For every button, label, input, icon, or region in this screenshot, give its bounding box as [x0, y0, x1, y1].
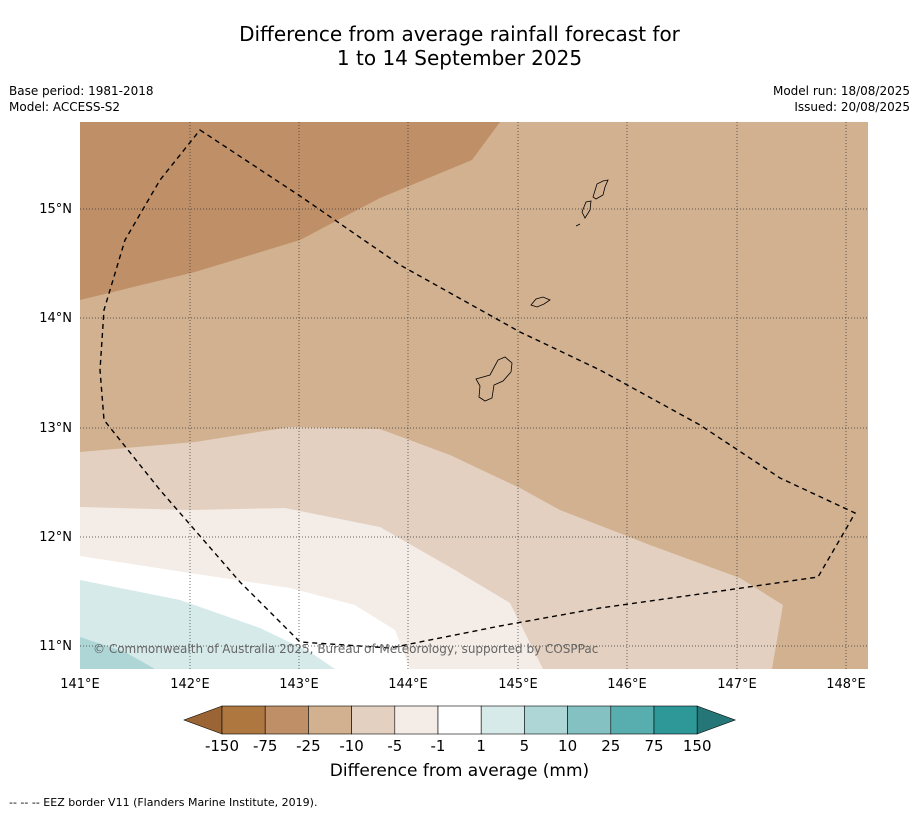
- eez-border: [99, 129, 856, 649]
- colorbar-swatch: [480, 705, 525, 735]
- lon-tick-label: 141°E: [60, 677, 100, 692]
- colorbar-tick: -10: [339, 737, 364, 755]
- colorbar-swatch: [221, 705, 266, 735]
- lat-tick-label: 12°N: [39, 530, 72, 545]
- island-rota: [530, 296, 551, 308]
- colorbar-swatch: [437, 705, 482, 735]
- colorbar-tick: -25: [296, 737, 321, 755]
- colorbar-tick: 5: [520, 737, 530, 755]
- band-minus-25-to-minus-75: [80, 122, 500, 300]
- map-area: © Commonwealth of Australia 2025, Bureau…: [80, 122, 868, 669]
- chart-title: Difference from average rainfall forecas…: [0, 22, 919, 70]
- copyright-text: © Commonwealth of Australia 2025, Bureau…: [93, 642, 598, 656]
- colorbar-swatch: [308, 705, 352, 735]
- lon-tick-label: 144°E: [388, 677, 428, 692]
- island-saipan: [592, 179, 609, 200]
- colorbar-swatch: [610, 705, 655, 735]
- lat-tick-label: 13°N: [39, 421, 72, 436]
- lon-tick-label: 148°E: [826, 677, 866, 692]
- lat-tick-label: 15°N: [39, 202, 72, 217]
- colorbar-extend-low: [183, 705, 223, 735]
- colorbar-tick: 150: [683, 737, 712, 755]
- colorbar-tick: 25: [601, 737, 620, 755]
- colorbar-tick-labels: -150 -75 -25 -10 -5 -1 1 5 10 25 75 150: [205, 737, 712, 755]
- colorbar-tick: -150: [205, 737, 239, 755]
- colorbar-tick: -75: [253, 737, 278, 755]
- model-run-text: Model run: 18/08/2025: [772, 84, 910, 98]
- colorbar-swatch: [524, 705, 568, 735]
- title-line-2: 1 to 14 September 2025: [336, 46, 583, 70]
- colorbar-tick: -1: [431, 737, 446, 755]
- band-5-to-10: [80, 637, 155, 669]
- model-text: Model: ACCESS-S2: [9, 100, 121, 114]
- colorbar-swatch: [394, 705, 439, 735]
- island-tinian: [581, 200, 592, 219]
- colorbar-swatch: [264, 705, 309, 735]
- issued-text: Issued: 20/08/2025: [794, 100, 910, 114]
- colorbar-extend-high: [696, 705, 737, 735]
- base-period-text: Base period: 1981-2018: [9, 84, 154, 98]
- colorbar-tick: 1: [476, 737, 486, 755]
- meta-left: Base period: 1981-2018 Model: ACCESS-S2: [9, 83, 154, 115]
- lon-tick-label: 145°E: [498, 677, 538, 692]
- lat-tick-label: 14°N: [39, 311, 72, 326]
- gridlines: [80, 122, 868, 669]
- lon-tick-label: 142°E: [170, 677, 210, 692]
- lon-tick-labels: 141°E 142°E 143°E 144°E 145°E 146°E 147°…: [60, 677, 866, 692]
- lon-tick-label: 143°E: [279, 677, 319, 692]
- title-line-1: Difference from average rainfall forecas…: [239, 22, 680, 46]
- lon-tick-label: 147°E: [717, 677, 757, 692]
- colorbar-swatch: [653, 705, 698, 735]
- band-1-to-5: [80, 580, 335, 669]
- lon-tick-label: 146°E: [607, 677, 647, 692]
- colorbar-title: Difference from average (mm): [329, 761, 590, 781]
- eez-legend-note: -- -- -- EEZ border V11 (Flanders Marine…: [9, 796, 318, 809]
- island-guam: [475, 356, 513, 402]
- island-aguijan: [575, 223, 581, 227]
- colorbar-swatch: [567, 705, 612, 735]
- colorbar-swatch: [351, 705, 396, 735]
- colorbar: [183, 705, 737, 735]
- colorbar-tick: 75: [644, 737, 663, 755]
- colorbar-tick: -5: [387, 737, 402, 755]
- meta-right: Model run: 18/08/2025 Issued: 20/08/2025: [773, 83, 910, 115]
- island-outlines: [475, 179, 609, 402]
- colorbar-tick: 10: [558, 737, 577, 755]
- lat-tick-label: 11°N: [39, 639, 72, 654]
- lat-tick-labels: 15°N 14°N 13°N 12°N 11°N: [39, 202, 72, 654]
